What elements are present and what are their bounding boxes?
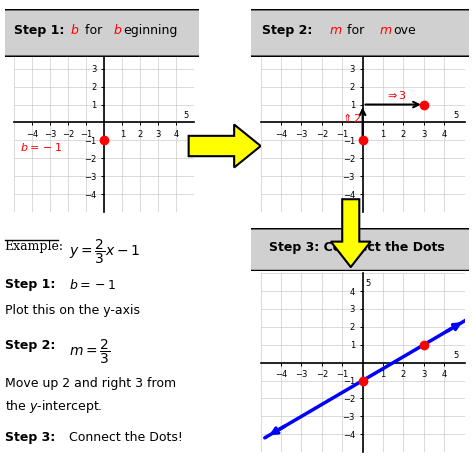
Text: for: for [81, 24, 106, 37]
Text: Step 2:: Step 2: [5, 339, 55, 352]
Text: Plot this on the y-axis: Plot this on the y-axis [5, 304, 140, 317]
Text: 5: 5 [365, 278, 370, 288]
Text: Step 3: Connect the Dots: Step 3: Connect the Dots [269, 241, 445, 254]
Text: $y = \dfrac{2}{3}x - 1$: $y = \dfrac{2}{3}x - 1$ [69, 238, 140, 266]
Text: m: m [330, 24, 342, 37]
Text: eginning: eginning [123, 24, 178, 37]
Text: $\Uparrow 2$: $\Uparrow 2$ [340, 112, 362, 124]
FancyBboxPatch shape [243, 9, 474, 57]
Text: Move up 2 and right 3 from: Move up 2 and right 3 from [5, 377, 176, 390]
Text: Example:: Example: [5, 240, 64, 253]
Polygon shape [331, 199, 371, 267]
Text: 5: 5 [107, 38, 112, 48]
Text: b: b [114, 24, 121, 37]
Text: Step 1:: Step 1: [14, 24, 69, 37]
Text: m: m [380, 24, 392, 37]
Text: $b = -1$: $b = -1$ [69, 278, 116, 292]
Polygon shape [189, 124, 261, 168]
Text: the $y$-intercept.: the $y$-intercept. [5, 398, 102, 415]
Text: ove: ove [393, 24, 416, 37]
Text: Step 1:: Step 1: [5, 278, 55, 291]
Text: for: for [343, 24, 368, 37]
Text: Connect the Dots!: Connect the Dots! [69, 431, 182, 444]
FancyBboxPatch shape [0, 9, 207, 57]
Text: 5: 5 [453, 111, 458, 120]
Text: b: b [71, 24, 79, 37]
Text: Step 2:: Step 2: [262, 24, 317, 37]
Text: 5: 5 [453, 351, 458, 360]
Text: $b = -1$: $b = -1$ [19, 141, 62, 153]
FancyBboxPatch shape [243, 228, 474, 271]
Text: $m = \dfrac{2}{3}$: $m = \dfrac{2}{3}$ [69, 338, 110, 366]
Text: 5: 5 [184, 111, 189, 120]
Text: 5: 5 [365, 38, 370, 48]
Text: $\Rightarrow 3$: $\Rightarrow 3$ [385, 89, 407, 101]
Text: Step 3:: Step 3: [5, 431, 55, 444]
